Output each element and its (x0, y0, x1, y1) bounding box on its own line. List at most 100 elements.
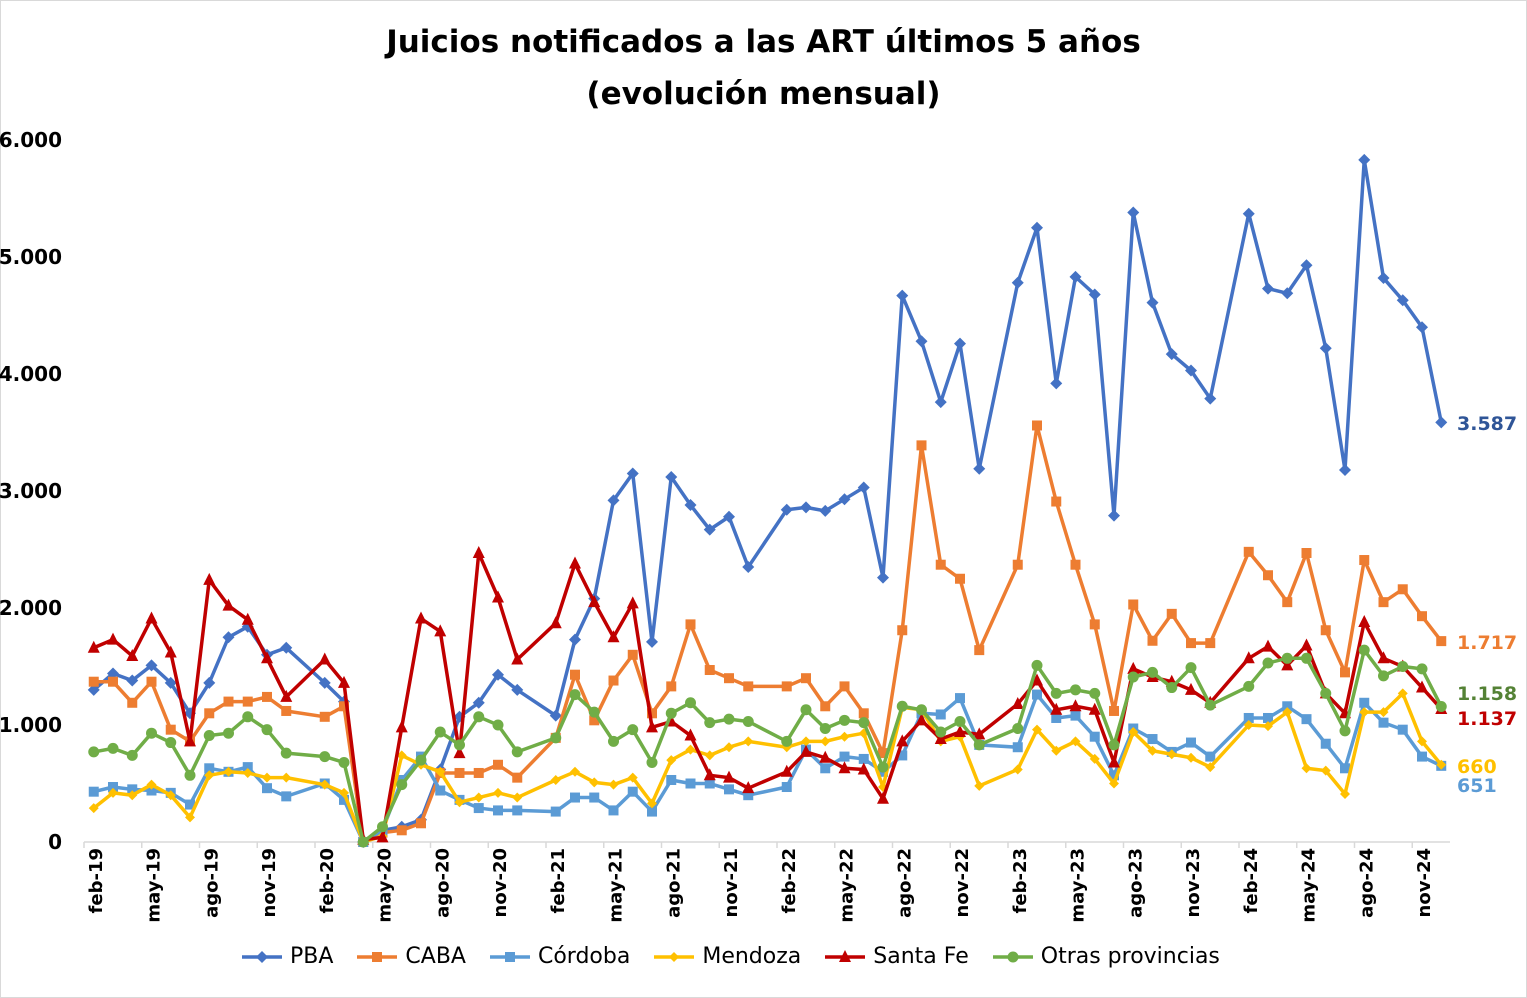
data-point-santa-fe (569, 556, 581, 569)
data-point-otras-provincias (1339, 725, 1351, 737)
data-point-otras-provincias (954, 715, 966, 727)
x-tick-label: may-22 (837, 848, 858, 923)
data-point-otras-provincias (242, 711, 254, 723)
x-tick-label: nov-19 (259, 848, 280, 917)
data-point-caba (339, 701, 349, 712)
data-point-caba (1032, 420, 1042, 431)
data-point-caba (1166, 608, 1177, 619)
x-tick-label: nov-23 (1183, 848, 1204, 917)
data-point-mendoza (724, 742, 734, 753)
data-point-otras-provincias (1166, 682, 1178, 694)
y-tick-label: 6.000 (0, 128, 62, 152)
data-point-otras-provincias (261, 724, 273, 736)
data-point-caba (242, 696, 253, 707)
data-point-santa-fe (107, 632, 119, 645)
x-tick-label: may-20 (375, 848, 396, 923)
legend: PBA CABA Córdoba Mendoza Santa Fe Otras provi… (240, 944, 1242, 969)
data-point-pba (1300, 259, 1313, 272)
data-point-otras-provincias (1397, 661, 1409, 672)
data-point-cordoba (1186, 737, 1196, 748)
data-point-santa-fe (280, 689, 293, 702)
data-point-mendoza (204, 770, 215, 781)
data-point-pba (646, 635, 658, 648)
data-point-pba (549, 709, 562, 722)
data-point-caba (1340, 667, 1350, 678)
data-point-caba (839, 681, 850, 692)
end-value-label-otras-provincias: 1.158 (1457, 683, 1517, 705)
data-point-caba (743, 681, 754, 692)
data-point-pba (1262, 282, 1274, 295)
data-point-santa-fe (261, 651, 273, 664)
x-tick-label: ago-22 (894, 848, 915, 918)
legend-label: PBA (290, 944, 334, 969)
data-point-cordoba (627, 786, 638, 797)
data-point-mendoza (1282, 707, 1293, 718)
data-point-otras-provincias (665, 707, 677, 719)
data-point-otras-provincias (685, 697, 696, 709)
data-point-mendoza (1089, 753, 1100, 764)
data-point-mendoza (685, 744, 696, 755)
data-point-pba (665, 470, 678, 483)
data-point-otras-provincias (569, 689, 581, 701)
data-point-cordoba (1051, 712, 1062, 723)
data-point-cordoba (1012, 742, 1023, 753)
data-point-cordoba (281, 791, 292, 802)
data-point-caba (647, 708, 657, 719)
x-tick-label: nov-24 (1414, 848, 1435, 917)
data-point-santa-fe (1262, 639, 1274, 652)
legend-marker (1007, 951, 1019, 962)
data-point-mendoza (1397, 688, 1408, 699)
data-point-mendoza (1109, 778, 1119, 789)
data-point-otras-provincias (646, 756, 658, 768)
data-point-cordoba (1147, 734, 1158, 745)
data-point-santa-fe (1300, 638, 1313, 651)
data-point-santa-fe (780, 764, 793, 777)
data-point-caba (1070, 559, 1081, 570)
legend-item-caba: CABA (355, 944, 466, 969)
data-point-caba (396, 825, 407, 836)
data-point-pba (915, 335, 928, 348)
end-value-label-caba: 1.717 (1457, 632, 1517, 654)
data-point-mendoza (146, 779, 157, 790)
data-point-santa-fe (203, 572, 216, 585)
data-point-cordoba (570, 792, 580, 803)
data-point-mendoza (493, 787, 503, 798)
data-point-cordoba (1417, 751, 1427, 762)
data-point-caba (916, 440, 927, 451)
data-point-pba (1435, 416, 1448, 429)
data-point-otras-provincias (1416, 663, 1428, 675)
data-point-cordoba (724, 784, 734, 795)
data-point-santa-fe (607, 630, 620, 643)
data-point-pba (1127, 206, 1140, 219)
data-point-santa-fe (145, 611, 158, 624)
data-point-caba (1417, 611, 1427, 622)
data-point-pba (1146, 296, 1159, 309)
data-point-pba (973, 462, 986, 475)
legend-swatch-icon (825, 949, 866, 962)
data-point-caba (1301, 548, 1312, 559)
data-point-pba (1088, 288, 1101, 301)
legend-marker (504, 951, 515, 962)
data-point-cordoba (146, 785, 157, 796)
data-point-mendoza (1012, 764, 1023, 775)
data-point-cordoba (550, 806, 561, 817)
data-point-pba (934, 396, 947, 409)
data-point-otras-provincias (357, 836, 369, 848)
data-point-caba (1359, 555, 1370, 566)
data-point-cordoba (108, 782, 118, 793)
legend-swatch-icon (654, 951, 695, 962)
data-point-mendoza (839, 731, 850, 742)
legend-marker (669, 951, 680, 962)
data-point-pba (1358, 153, 1371, 166)
y-tick-label: 4.000 (0, 362, 62, 386)
data-point-cordoba (704, 778, 715, 789)
data-point-otras-provincias (627, 724, 639, 736)
data-point-caba (878, 748, 888, 759)
data-point-caba (858, 708, 869, 719)
x-tick-label: feb-24 (1241, 848, 1262, 913)
data-point-pba (1339, 463, 1351, 476)
end-value-label-pba: 3.587 (1457, 413, 1517, 435)
data-point-otras-provincias (184, 769, 196, 781)
data-point-cordoba (88, 786, 99, 797)
data-point-mendoza (435, 766, 446, 777)
